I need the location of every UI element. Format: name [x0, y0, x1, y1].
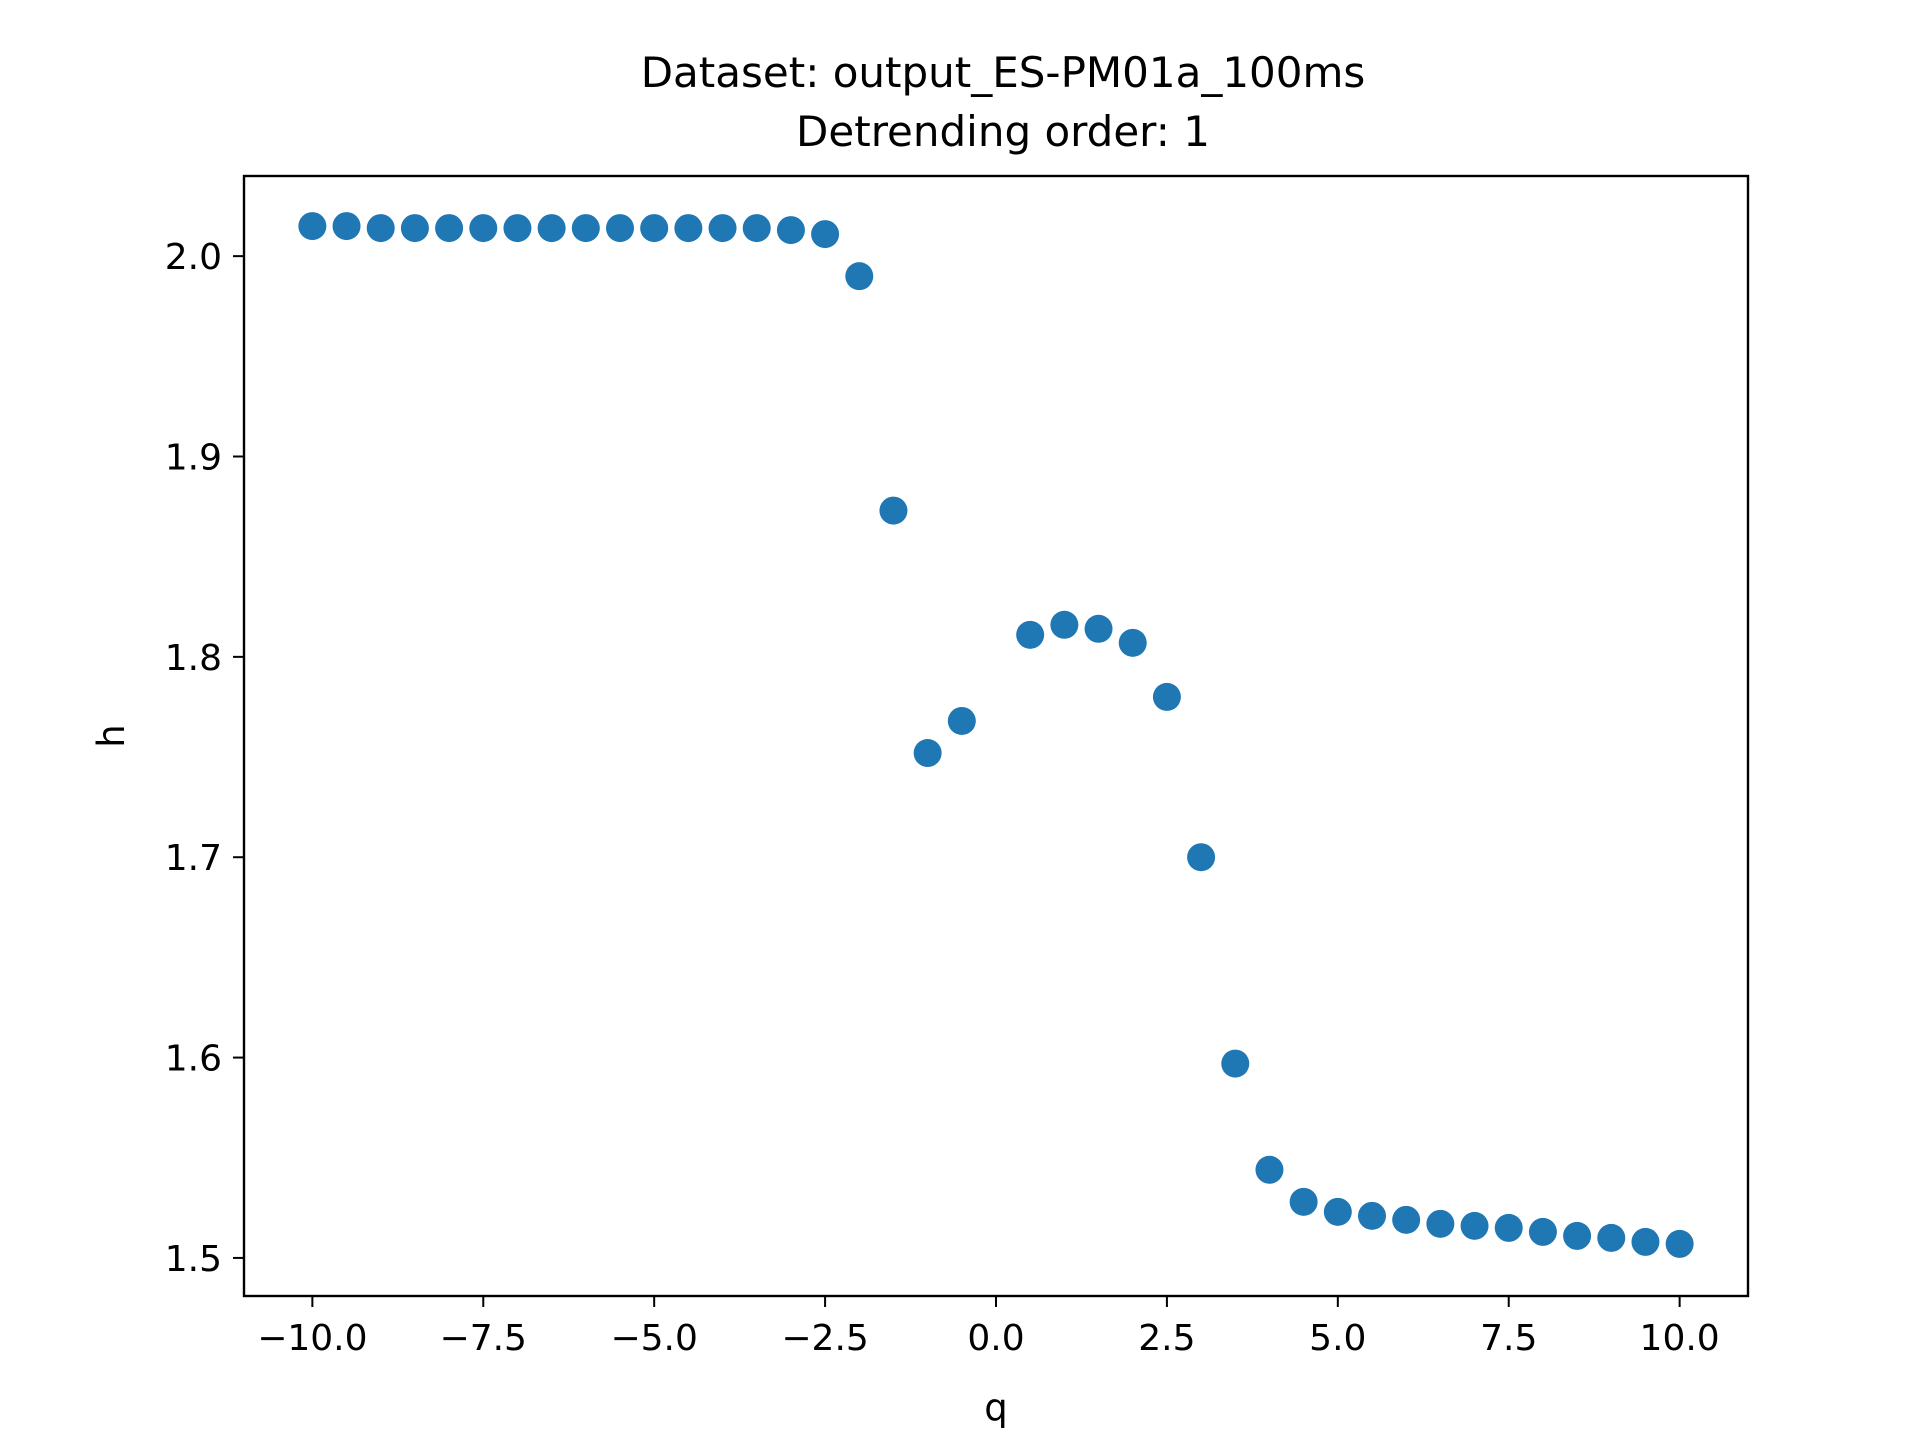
plot-area-frame: [242, 174, 1750, 1298]
x-tick-label: −2.5: [781, 1318, 868, 1359]
data-point: [1050, 610, 1079, 639]
data-point: [1528, 1217, 1557, 1246]
y-tick-label: 2.0: [165, 237, 222, 278]
data-point: [1597, 1223, 1626, 1252]
data-point: [776, 216, 805, 245]
data-point: [1460, 1211, 1489, 1240]
data-point: [1494, 1213, 1523, 1242]
data-point: [1631, 1227, 1660, 1256]
data-point: [366, 214, 395, 243]
data-point: [298, 212, 327, 241]
data-point: [947, 706, 976, 735]
x-axis-ticks: −10.0 −7.5 −5.0 −2.5 0.0 2.5 5.0 7.5 10.0: [257, 1296, 1720, 1359]
data-point: [1563, 1221, 1592, 1250]
chart-title-line-2: Detrending order: 1: [796, 107, 1210, 156]
data-point: [1426, 1209, 1455, 1238]
data-point: [845, 262, 874, 291]
data-point: [1392, 1205, 1421, 1234]
data-point: [708, 214, 737, 243]
x-tick-label: 2.5: [1138, 1318, 1195, 1359]
x-tick-label: 7.5: [1480, 1318, 1537, 1359]
y-tick-label: 1.6: [165, 1039, 222, 1080]
x-axis-label: q: [984, 1386, 1008, 1429]
data-point: [1016, 620, 1045, 649]
data-point: [1289, 1187, 1318, 1216]
data-point: [537, 214, 566, 243]
data-point: [571, 214, 600, 243]
y-tick-label: 1.8: [165, 638, 222, 679]
y-axis-label: h: [90, 724, 133, 747]
data-point: [400, 214, 429, 243]
data-point: [1358, 1201, 1386, 1230]
x-tick-label: 5.0: [1309, 1318, 1366, 1359]
data-points: [298, 212, 1694, 1258]
data-point: [1118, 628, 1147, 657]
data-point: [332, 212, 361, 241]
data-point: [1187, 843, 1216, 872]
data-point: [469, 214, 498, 243]
x-tick-label: 0.0: [967, 1318, 1024, 1359]
data-point: [742, 214, 771, 243]
data-point: [503, 214, 532, 243]
data-point: [1084, 614, 1113, 643]
data-point: [913, 739, 942, 768]
y-tick-label: 1.5: [165, 1239, 222, 1280]
x-tick-label: −7.5: [440, 1318, 527, 1359]
x-tick-label: 10.0: [1640, 1318, 1720, 1359]
data-point: [674, 214, 703, 243]
x-tick-label: −10.0: [257, 1318, 367, 1359]
data-point: [1152, 682, 1181, 711]
data-point: [1255, 1155, 1284, 1184]
y-tick-label: 1.9: [165, 438, 222, 479]
data-point: [811, 220, 840, 249]
chart-title-line-1: Dataset: output_ES-PM01a_100ms: [641, 48, 1366, 97]
x-tick-label: −5.0: [610, 1318, 697, 1359]
y-tick-label: 1.7: [165, 838, 222, 879]
data-point: [606, 214, 634, 243]
data-point: [879, 496, 908, 525]
data-point: [640, 214, 669, 243]
data-point: [1221, 1049, 1250, 1078]
data-point: [435, 214, 464, 243]
y-axis-ticks: 1.5 1.6 1.7 1.8 1.9 2.0: [165, 237, 244, 1280]
data-point: [1665, 1229, 1694, 1258]
data-point: [1323, 1197, 1352, 1226]
